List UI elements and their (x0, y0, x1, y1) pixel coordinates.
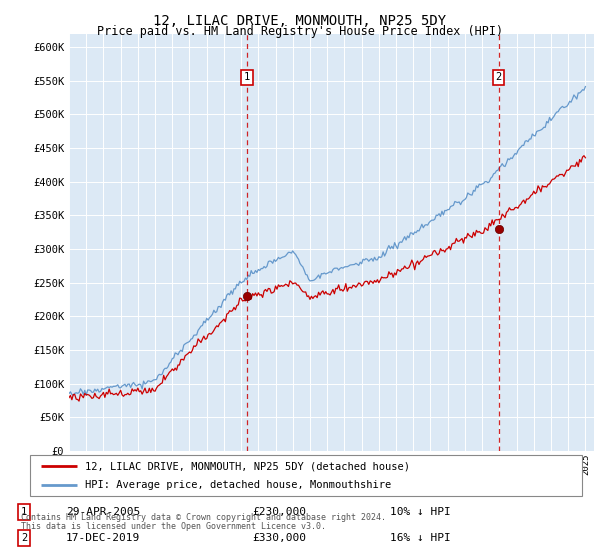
Text: 12, LILAC DRIVE, MONMOUTH, NP25 5DY: 12, LILAC DRIVE, MONMOUTH, NP25 5DY (154, 14, 446, 28)
Text: HPI: Average price, detached house, Monmouthshire: HPI: Average price, detached house, Monm… (85, 480, 391, 489)
Text: This data is licensed under the Open Government Licence v3.0.: This data is licensed under the Open Gov… (21, 522, 326, 531)
Text: 2: 2 (496, 72, 502, 82)
Text: 10% ↓ HPI: 10% ↓ HPI (390, 507, 451, 517)
Text: £330,000: £330,000 (252, 533, 306, 543)
Text: Contains HM Land Registry data © Crown copyright and database right 2024.: Contains HM Land Registry data © Crown c… (21, 513, 386, 522)
Text: 17-DEC-2019: 17-DEC-2019 (66, 533, 140, 543)
FancyBboxPatch shape (30, 455, 582, 496)
Text: 12, LILAC DRIVE, MONMOUTH, NP25 5DY (detached house): 12, LILAC DRIVE, MONMOUTH, NP25 5DY (det… (85, 461, 410, 471)
Text: £230,000: £230,000 (252, 507, 306, 517)
Text: 2: 2 (21, 533, 27, 543)
Text: 29-APR-2005: 29-APR-2005 (66, 507, 140, 517)
Text: Price paid vs. HM Land Registry's House Price Index (HPI): Price paid vs. HM Land Registry's House … (97, 25, 503, 38)
Text: 1: 1 (244, 72, 250, 82)
Text: 16% ↓ HPI: 16% ↓ HPI (390, 533, 451, 543)
Text: 1: 1 (21, 507, 27, 517)
